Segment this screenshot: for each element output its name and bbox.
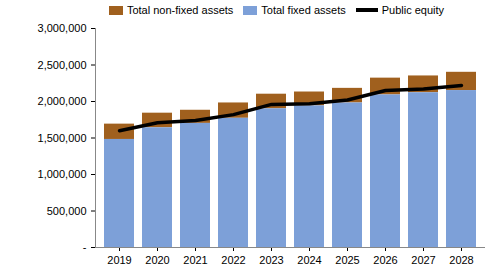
svg-text:2028: 2028 <box>449 254 473 266</box>
svg-text:2019: 2019 <box>107 254 131 266</box>
html-text:Total fixed assets: Total fixed assets <box>261 4 346 16</box>
svg-text:2021: 2021 <box>183 254 207 266</box>
svg-text:-: - <box>83 241 87 253</box>
svg-text:2026: 2026 <box>373 254 397 266</box>
svg-text:2027: 2027 <box>411 254 435 266</box>
svg-text:500,000: 500,000 <box>47 205 87 217</box>
svg-text:2025: 2025 <box>335 254 359 266</box>
svg-text:1,500,000: 1,500,000 <box>38 132 87 144</box>
svg-text:2020: 2020 <box>145 254 169 266</box>
svg-text:2,500,000: 2,500,000 <box>38 59 87 71</box>
html-text:Total non-fixed assets: Total non-fixed assets <box>126 4 234 16</box>
html-text:Public equity: Public equity <box>381 4 445 16</box>
svg-text:1,000,000: 1,000,000 <box>38 168 87 180</box>
svg-text:2023: 2023 <box>259 254 283 266</box>
svg-text:2024: 2024 <box>297 254 321 266</box>
svg-text:2,000,000: 2,000,000 <box>38 95 87 107</box>
svg-text:2022: 2022 <box>221 254 245 266</box>
svg-text:3,000,000: 3,000,000 <box>38 22 87 34</box>
